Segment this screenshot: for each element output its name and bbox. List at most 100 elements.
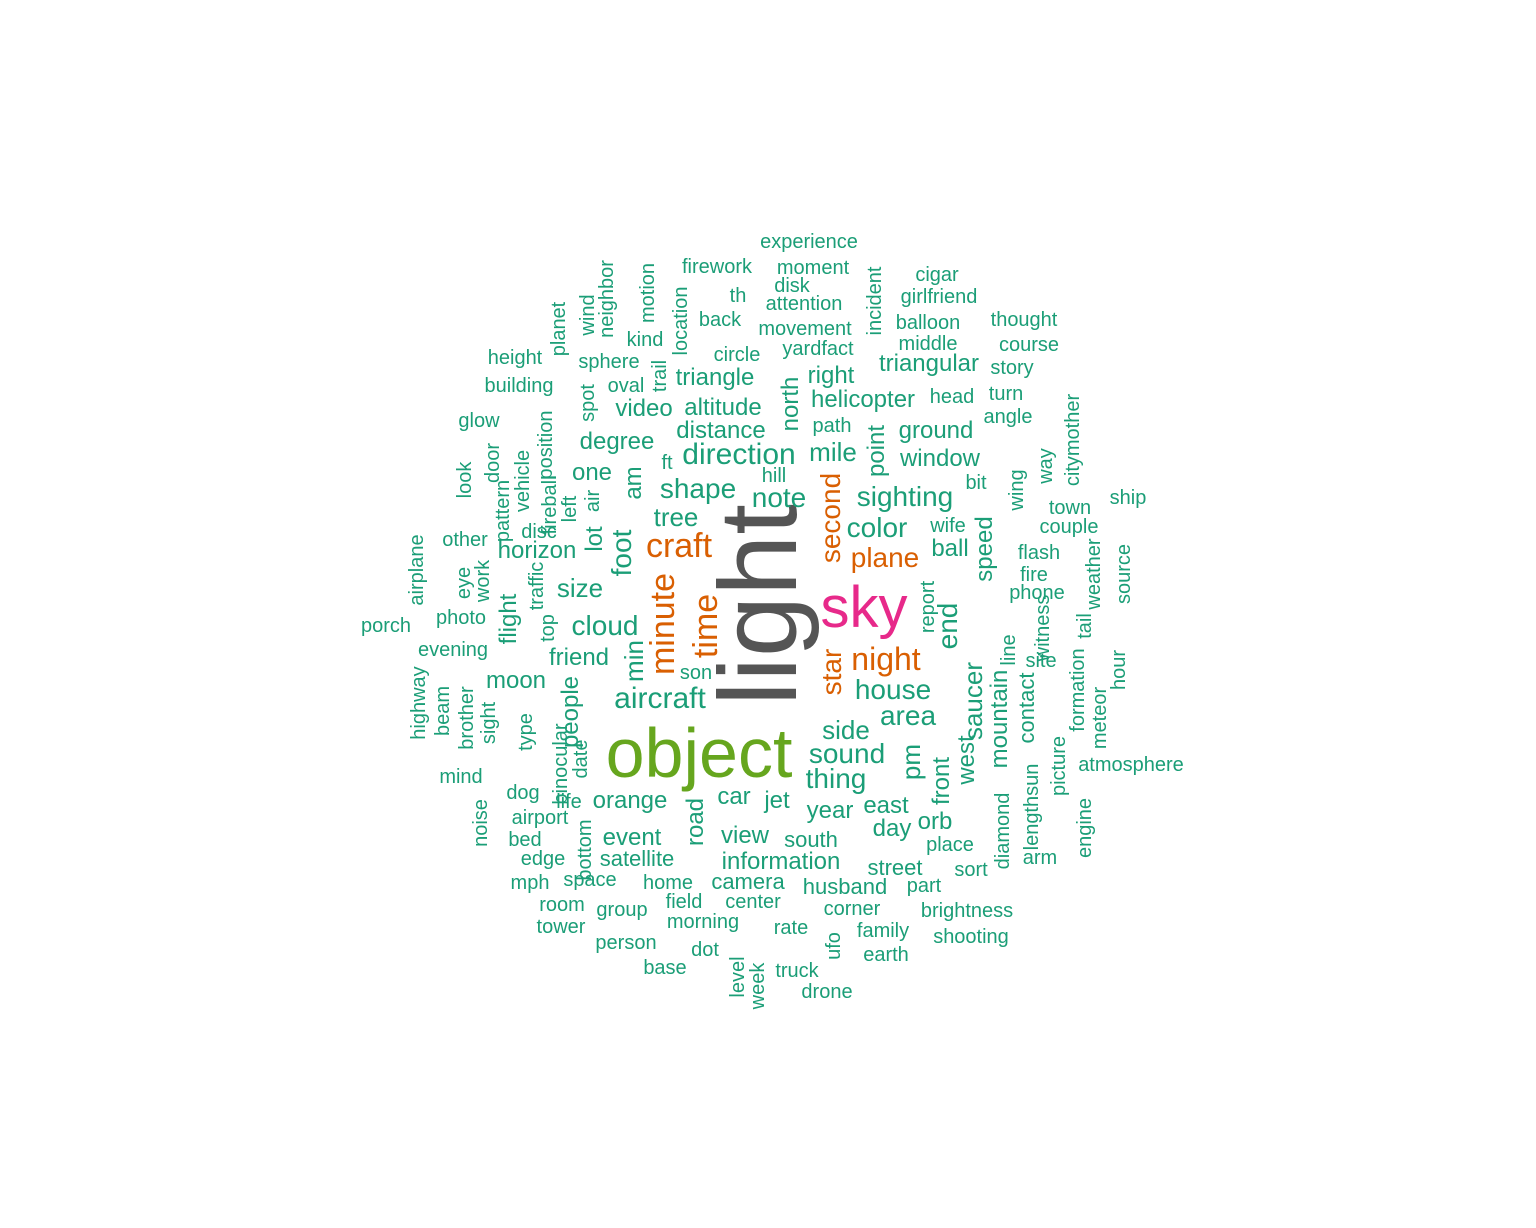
word-cloud: cloud: [571, 610, 639, 641]
word-mountain: mountain: [986, 669, 1013, 769]
word-wing: wing: [1006, 469, 1028, 511]
word-angle: angle: [983, 406, 1033, 428]
word-disc: disc: [521, 521, 557, 543]
word-cigar: cigar: [915, 264, 959, 286]
word-bit: bit: [965, 472, 987, 494]
word-end: end: [932, 602, 963, 650]
word-ship: ship: [1109, 487, 1147, 509]
word-house: house: [854, 674, 932, 705]
word-hill: hill: [761, 465, 787, 487]
word-th: th: [729, 285, 747, 307]
word-night: night: [851, 641, 921, 677]
word-dog: dog: [506, 782, 540, 804]
word-pm: pm: [896, 743, 926, 781]
word-meteor: meteor: [1089, 686, 1111, 750]
word-atmosphere: atmosphere: [1078, 754, 1184, 776]
word-noise: noise: [470, 799, 492, 847]
word-balloon: balloon: [895, 312, 961, 334]
word-citymother: citymother: [1062, 393, 1084, 487]
word-air: air: [582, 489, 604, 513]
word-earth: earth: [863, 944, 909, 966]
word-sort: sort: [954, 859, 988, 881]
word-sky: sky: [820, 575, 908, 640]
word-hour: hour: [1108, 649, 1130, 691]
word-video: video: [615, 395, 673, 422]
word-information: information: [721, 848, 841, 875]
word-work: work: [472, 559, 494, 603]
word-beam: beam: [432, 685, 454, 737]
word-sphere: sphere: [578, 351, 640, 373]
word-home: home: [642, 872, 694, 894]
word-foot: foot: [606, 529, 637, 577]
word-wife: wife: [930, 515, 966, 537]
word-distance: distance: [676, 417, 766, 444]
word-door: door: [482, 442, 504, 484]
word-line: line: [998, 634, 1020, 666]
word-view: view: [720, 822, 770, 849]
word-lot: lot: [581, 526, 608, 552]
word-morning: morning: [666, 911, 740, 933]
word-photo: photo: [435, 607, 487, 629]
word-ufo: ufo: [823, 932, 845, 960]
word-top: top: [537, 614, 559, 642]
word-tower: tower: [536, 916, 586, 938]
word-area: area: [879, 700, 937, 731]
word-phone: phone: [1009, 582, 1065, 604]
word-airport: airport: [511, 807, 569, 829]
word-disk: disk: [774, 275, 810, 297]
word-brother: brother: [456, 686, 478, 750]
word-star: star: [816, 648, 847, 696]
word-thing: thing: [805, 763, 867, 794]
word-saucer: saucer: [958, 661, 988, 741]
word-dot: dot: [691, 939, 719, 961]
word-trail: trail: [649, 359, 671, 393]
word-level: level: [727, 956, 749, 998]
word-binocular: binocular: [550, 723, 572, 805]
word-eye: eye: [453, 566, 475, 600]
word-mph: mph: [510, 872, 550, 894]
word-contact: contact: [1014, 672, 1039, 744]
word-path: path: [812, 415, 852, 437]
word-moment: moment: [776, 257, 850, 279]
word-formation: formation: [1067, 648, 1089, 732]
word-helicopter: helicopter: [810, 386, 916, 413]
word-drone: drone: [801, 981, 853, 1003]
word-place: place: [926, 834, 974, 856]
word-fireball: fireball: [539, 475, 561, 535]
word-firework: firework: [681, 256, 753, 278]
word-way: way: [1035, 448, 1057, 484]
word-son: son: [679, 662, 713, 684]
word-arm: arm: [1022, 847, 1058, 869]
word-glow: glow: [458, 410, 500, 432]
word-sight: sight: [478, 701, 500, 745]
word-lengthsun: lengthsun: [1021, 763, 1043, 851]
word-type: type: [515, 713, 537, 751]
word-location: location: [670, 286, 692, 356]
word-am: am: [620, 466, 647, 500]
word-altitude: altitude: [684, 394, 762, 421]
word-porch: porch: [360, 615, 412, 637]
word-motion: motion: [637, 262, 659, 324]
word-car: car: [717, 783, 751, 810]
word-horizon: horizon: [497, 537, 577, 564]
word-neighbor: neighbor: [596, 260, 618, 338]
word-tail: tail: [1074, 613, 1096, 639]
word-plane: plane: [850, 542, 920, 573]
word-incident: incident: [864, 266, 886, 336]
word-fire: fire: [1020, 564, 1048, 586]
word-note: note: [751, 482, 807, 513]
word-bed: bed: [508, 829, 542, 851]
word-group: group: [596, 899, 648, 921]
word-base: base: [643, 957, 687, 979]
word-color: color: [846, 512, 908, 543]
word-corner: corner: [823, 898, 881, 920]
word-head: head: [929, 386, 975, 408]
word-size: size: [556, 573, 604, 603]
word-ball: ball: [931, 535, 969, 562]
word-west: west: [953, 735, 980, 785]
word-thought: thought: [990, 309, 1058, 331]
word-turn: turn: [988, 383, 1024, 405]
word-weather: weather: [1083, 538, 1105, 610]
word-highway: highway: [408, 666, 430, 740]
word-satellite: satellite: [599, 846, 675, 871]
